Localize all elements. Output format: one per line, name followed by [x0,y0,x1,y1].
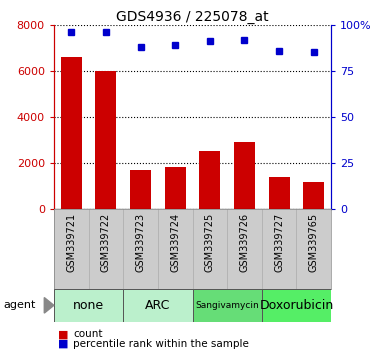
Bar [54,289,123,322]
Text: GSM339727: GSM339727 [274,213,284,272]
Text: Doxorubicin: Doxorubicin [259,299,333,312]
Text: Sangivamycin: Sangivamycin [195,301,259,310]
Bar [123,289,192,322]
Polygon shape [44,297,54,313]
Bar [130,170,151,209]
Bar [269,177,290,209]
Text: GSM339724: GSM339724 [170,213,180,272]
Bar [234,142,255,209]
Text: ARC: ARC [145,299,171,312]
Text: count: count [73,329,103,339]
Bar [61,57,82,209]
Bar [303,182,324,209]
Text: GSM339765: GSM339765 [309,213,319,272]
Text: GSM339726: GSM339726 [239,213,249,272]
Text: ■: ■ [58,339,68,349]
Text: none: none [73,299,104,312]
Bar [192,289,262,322]
Bar [199,152,220,209]
Bar [165,167,186,209]
Bar [95,71,116,209]
Text: percentile rank within the sample: percentile rank within the sample [73,339,249,349]
Title: GDS4936 / 225078_at: GDS4936 / 225078_at [116,10,269,24]
Bar [262,289,331,322]
Text: ■: ■ [58,329,68,339]
Text: GSM339723: GSM339723 [136,213,146,272]
Text: agent: agent [4,300,36,310]
Text: GSM339722: GSM339722 [101,213,111,272]
Text: GSM339721: GSM339721 [66,213,76,272]
Text: GSM339725: GSM339725 [205,213,215,272]
